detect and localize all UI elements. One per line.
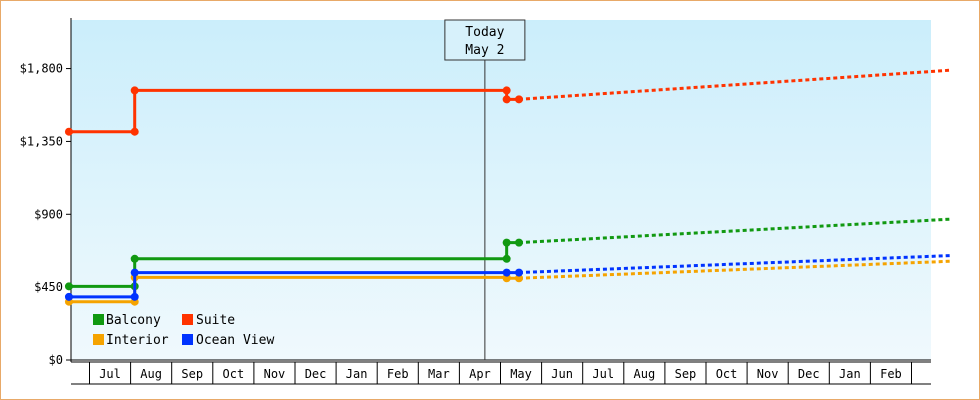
data-point-balcony: [502, 238, 511, 247]
data-point-balcony: [64, 282, 73, 291]
x-tick-label: Dec: [305, 367, 327, 381]
data-point-interior: [514, 274, 523, 283]
data-point-suite: [130, 127, 139, 136]
data-point-ocean-view: [130, 268, 139, 277]
x-tick-label: Feb: [880, 367, 902, 381]
today-marker: Today May 2: [444, 19, 526, 360]
x-tick-label: May: [510, 367, 532, 381]
x-tick-label: Aug: [634, 367, 656, 381]
forecast-line-balcony: [518, 217, 951, 245]
x-tick-label: Feb: [387, 367, 409, 381]
y-tick-label: $900: [34, 207, 63, 221]
y-tick-label: $0: [49, 353, 63, 367]
x-tick-label: Mar: [428, 367, 450, 381]
data-point-ocean-view: [130, 292, 139, 301]
x-axis: Jul Aug Sep Oct Nov Dec Jan Feb Mar Apr May Jun Jul A…: [66, 359, 931, 385]
y-axis: $0 $450 $900 $1,350 $1,800: [20, 18, 72, 367]
x-tick-label: Jan: [839, 367, 861, 381]
forecast-line-ocean-view: [518, 254, 951, 275]
today-box: [444, 19, 526, 61]
x-tick-label: Nov: [757, 367, 779, 381]
x-tick-label: Apr: [469, 367, 491, 381]
data-point-balcony: [502, 254, 511, 263]
x-tick-label: Jan: [346, 367, 368, 381]
x-tick-label: Sep: [181, 367, 203, 381]
legend-swatch-interior: [93, 334, 104, 345]
legend-swatch-ocean-view: [182, 334, 193, 345]
legend: Balcony Suite Interior Ocean View: [93, 313, 274, 348]
data-point-suite: [502, 86, 511, 95]
data-point-suite: [130, 86, 139, 95]
x-tick-label: Aug: [140, 367, 162, 381]
legend-swatch-balcony: [93, 314, 104, 325]
legend-label-ocean-view: Ocean View: [196, 333, 274, 348]
x-tick-label: Oct: [716, 367, 738, 381]
plot-background: [71, 20, 931, 360]
forecast-line-suite: [518, 68, 951, 101]
today-date: May 2: [465, 43, 504, 58]
legend-label-suite: Suite: [196, 313, 235, 328]
today-label: Today: [465, 25, 504, 40]
data-point-ocean-view: [64, 292, 73, 301]
legend-label-balcony: Balcony: [106, 313, 161, 328]
y-tick-label: $1,350: [20, 134, 63, 148]
data-point-balcony: [130, 254, 139, 263]
data-point-ocean-view: [502, 268, 511, 277]
data-point-suite: [502, 95, 511, 104]
x-tick-label: Jul: [592, 367, 614, 381]
data-point-ocean-view: [514, 268, 523, 277]
legend-swatch-suite: [182, 314, 193, 325]
x-tick-label: Jun: [551, 367, 573, 381]
data-point-balcony: [514, 238, 523, 247]
legend-label-interior: Interior: [106, 333, 169, 348]
x-tick-label: Dec: [798, 367, 820, 381]
forecast-line-interior: [518, 259, 951, 280]
data-point-suite: [64, 127, 73, 136]
y-tick-label: $450: [34, 280, 63, 294]
series-layer: [64, 68, 951, 306]
x-tick-label: Sep: [675, 367, 697, 381]
x-tick-label: Nov: [264, 367, 286, 381]
y-tick-label: $1,800: [20, 62, 63, 76]
data-point-interior: [502, 274, 511, 283]
x-tick-label: Oct: [223, 367, 245, 381]
x-tick-label: Jul: [99, 367, 121, 381]
data-point-suite: [514, 95, 523, 104]
